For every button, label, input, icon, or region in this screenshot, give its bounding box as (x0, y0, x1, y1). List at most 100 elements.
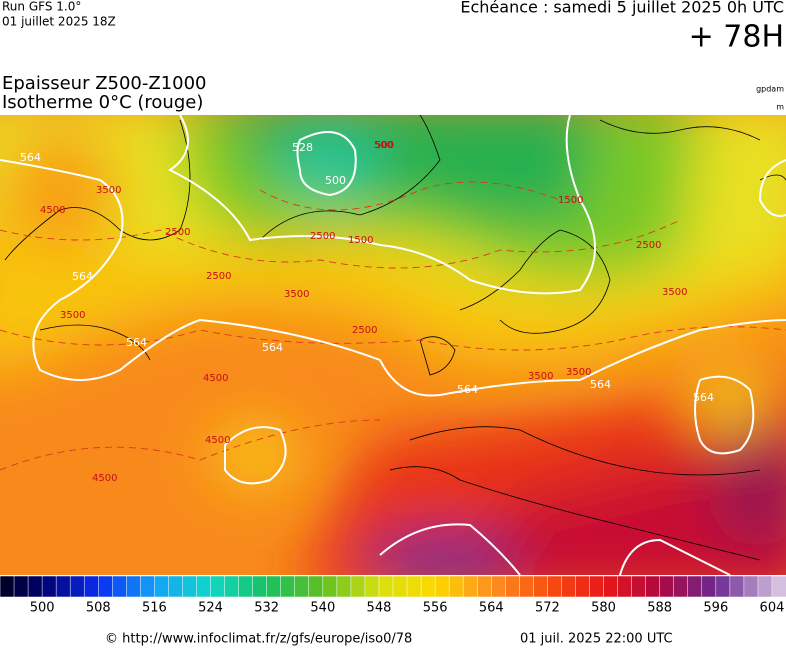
colorbar-tick-label: 580 (591, 601, 616, 616)
colorbar-tick-label: 548 (367, 601, 392, 616)
color-swatch (701, 575, 717, 598)
color-swatch (406, 575, 422, 598)
color-swatch (392, 575, 408, 598)
freezing-label: 500 (374, 140, 393, 151)
color-swatch (182, 575, 198, 598)
colorbar-tick-label: 532 (254, 601, 279, 616)
map-title: Epaisseur Z500-Z1000 (2, 73, 207, 94)
freezing-label: 3500 (528, 371, 553, 382)
freezing-label: 500 (375, 140, 394, 151)
color-swatch (140, 575, 156, 598)
color-swatch (55, 575, 71, 598)
thickness-label: 564 (693, 391, 714, 404)
thickness-label: 564 (72, 270, 93, 283)
issue-time: 01 juil. 2025 22:00 UTC (520, 632, 673, 647)
color-swatch (448, 575, 464, 598)
color-swatch (617, 575, 633, 598)
freezing-contours (0, 181, 786, 471)
color-swatch (589, 575, 605, 598)
freezing-label: 3500 (60, 310, 85, 321)
colorbar-tick-label: 596 (703, 601, 728, 616)
color-swatch (687, 575, 703, 598)
color-swatch (280, 575, 296, 598)
color-swatch (757, 575, 773, 598)
map: 564 564 564 564 564 564 528 500 564 3500… (0, 115, 786, 575)
color-swatch (224, 575, 240, 598)
color-swatch (252, 575, 268, 598)
colorbar-tick-label: 588 (647, 601, 672, 616)
thickness-label: 564 (457, 383, 478, 396)
color-swatch (266, 575, 282, 598)
map-subtitle: Isotherme 0°C (rouge) (2, 92, 203, 113)
color-swatch (505, 575, 521, 598)
color-swatch (476, 575, 493, 598)
color-swatch (533, 575, 549, 598)
valid-time: Echéance : samedi 5 juillet 2025 0h UTC (460, 0, 784, 17)
color-swatch (336, 575, 352, 598)
freezing-label: 2500 (636, 240, 661, 251)
color-swatch (210, 575, 226, 598)
colorbar-tick-label: 540 (310, 601, 335, 616)
color-swatch (673, 575, 689, 598)
color-swatch (462, 575, 478, 598)
color-swatch (519, 575, 535, 598)
freezing-label: 2500 (352, 325, 377, 336)
color-swatch (27, 575, 43, 598)
colorbar-tick-label: 604 (760, 601, 785, 616)
colorbar-tick-label: 572 (535, 601, 560, 616)
colorbar-tick-label: 508 (86, 601, 111, 616)
color-swatch (13, 575, 29, 598)
freezing-label: 2500 (310, 231, 335, 242)
color-swatch (126, 575, 142, 598)
freezing-label: 3500 (566, 367, 591, 378)
color-swatch (350, 575, 366, 598)
colorbar-tick-label: 556 (423, 601, 448, 616)
freezing-label: 3500 (96, 185, 121, 196)
color-swatch (196, 575, 212, 598)
thickness-contours (0, 115, 786, 575)
freezing-label: 4500 (203, 373, 228, 384)
freezing-label: 2500 (165, 227, 190, 238)
color-swatch (378, 575, 394, 598)
color-swatch (98, 575, 114, 598)
color-swatch (168, 575, 184, 598)
color-swatch (0, 575, 15, 598)
color-swatch (575, 575, 591, 598)
colorbar: 500 508 516 524 532 540 548 556 564 572 580 588 596 6… (0, 575, 786, 616)
run-date: 01 juillet 2025 18Z (2, 15, 116, 29)
color-swatch (420, 575, 436, 598)
color-swatch (434, 575, 450, 598)
freezing-label: 3500 (662, 287, 687, 298)
color-swatch (659, 575, 675, 598)
freezing-label: 4500 (205, 435, 230, 446)
colorbar-tick-label: 524 (198, 601, 223, 616)
freezing-label: 4500 (92, 473, 117, 484)
color-swatch (41, 575, 57, 598)
color-swatch (364, 575, 380, 598)
color-swatch (547, 575, 563, 598)
color-swatch (308, 575, 324, 598)
thickness-label: 564 (262, 341, 283, 354)
freezing-label: 2500 (206, 271, 231, 282)
colorbar-tick-label: 516 (142, 601, 167, 616)
color-swatch (69, 575, 85, 598)
freezing-label: 1500 (558, 195, 583, 206)
color-swatch (294, 575, 310, 598)
source-url: © http://www.infoclimat.fr/z/gfs/europe/… (105, 632, 412, 647)
color-swatch (743, 575, 759, 598)
lead-time: + 78H (689, 20, 784, 55)
unit-label: gpdam (756, 85, 784, 94)
thickness-label: 500 (325, 174, 346, 187)
color-swatch (83, 575, 100, 598)
thickness-label: 564 (590, 378, 611, 391)
thickness-label: 528 (292, 141, 313, 154)
color-swatch (715, 575, 731, 598)
color-swatch (238, 575, 254, 598)
freezing-label: 4500 (40, 205, 65, 216)
color-swatch (154, 575, 170, 598)
freezing-label: 3500 (284, 289, 309, 300)
colorbar-tick-label: 564 (479, 601, 504, 616)
run-label: Run GFS 1.0° (2, 0, 81, 14)
color-swatch (631, 575, 647, 598)
